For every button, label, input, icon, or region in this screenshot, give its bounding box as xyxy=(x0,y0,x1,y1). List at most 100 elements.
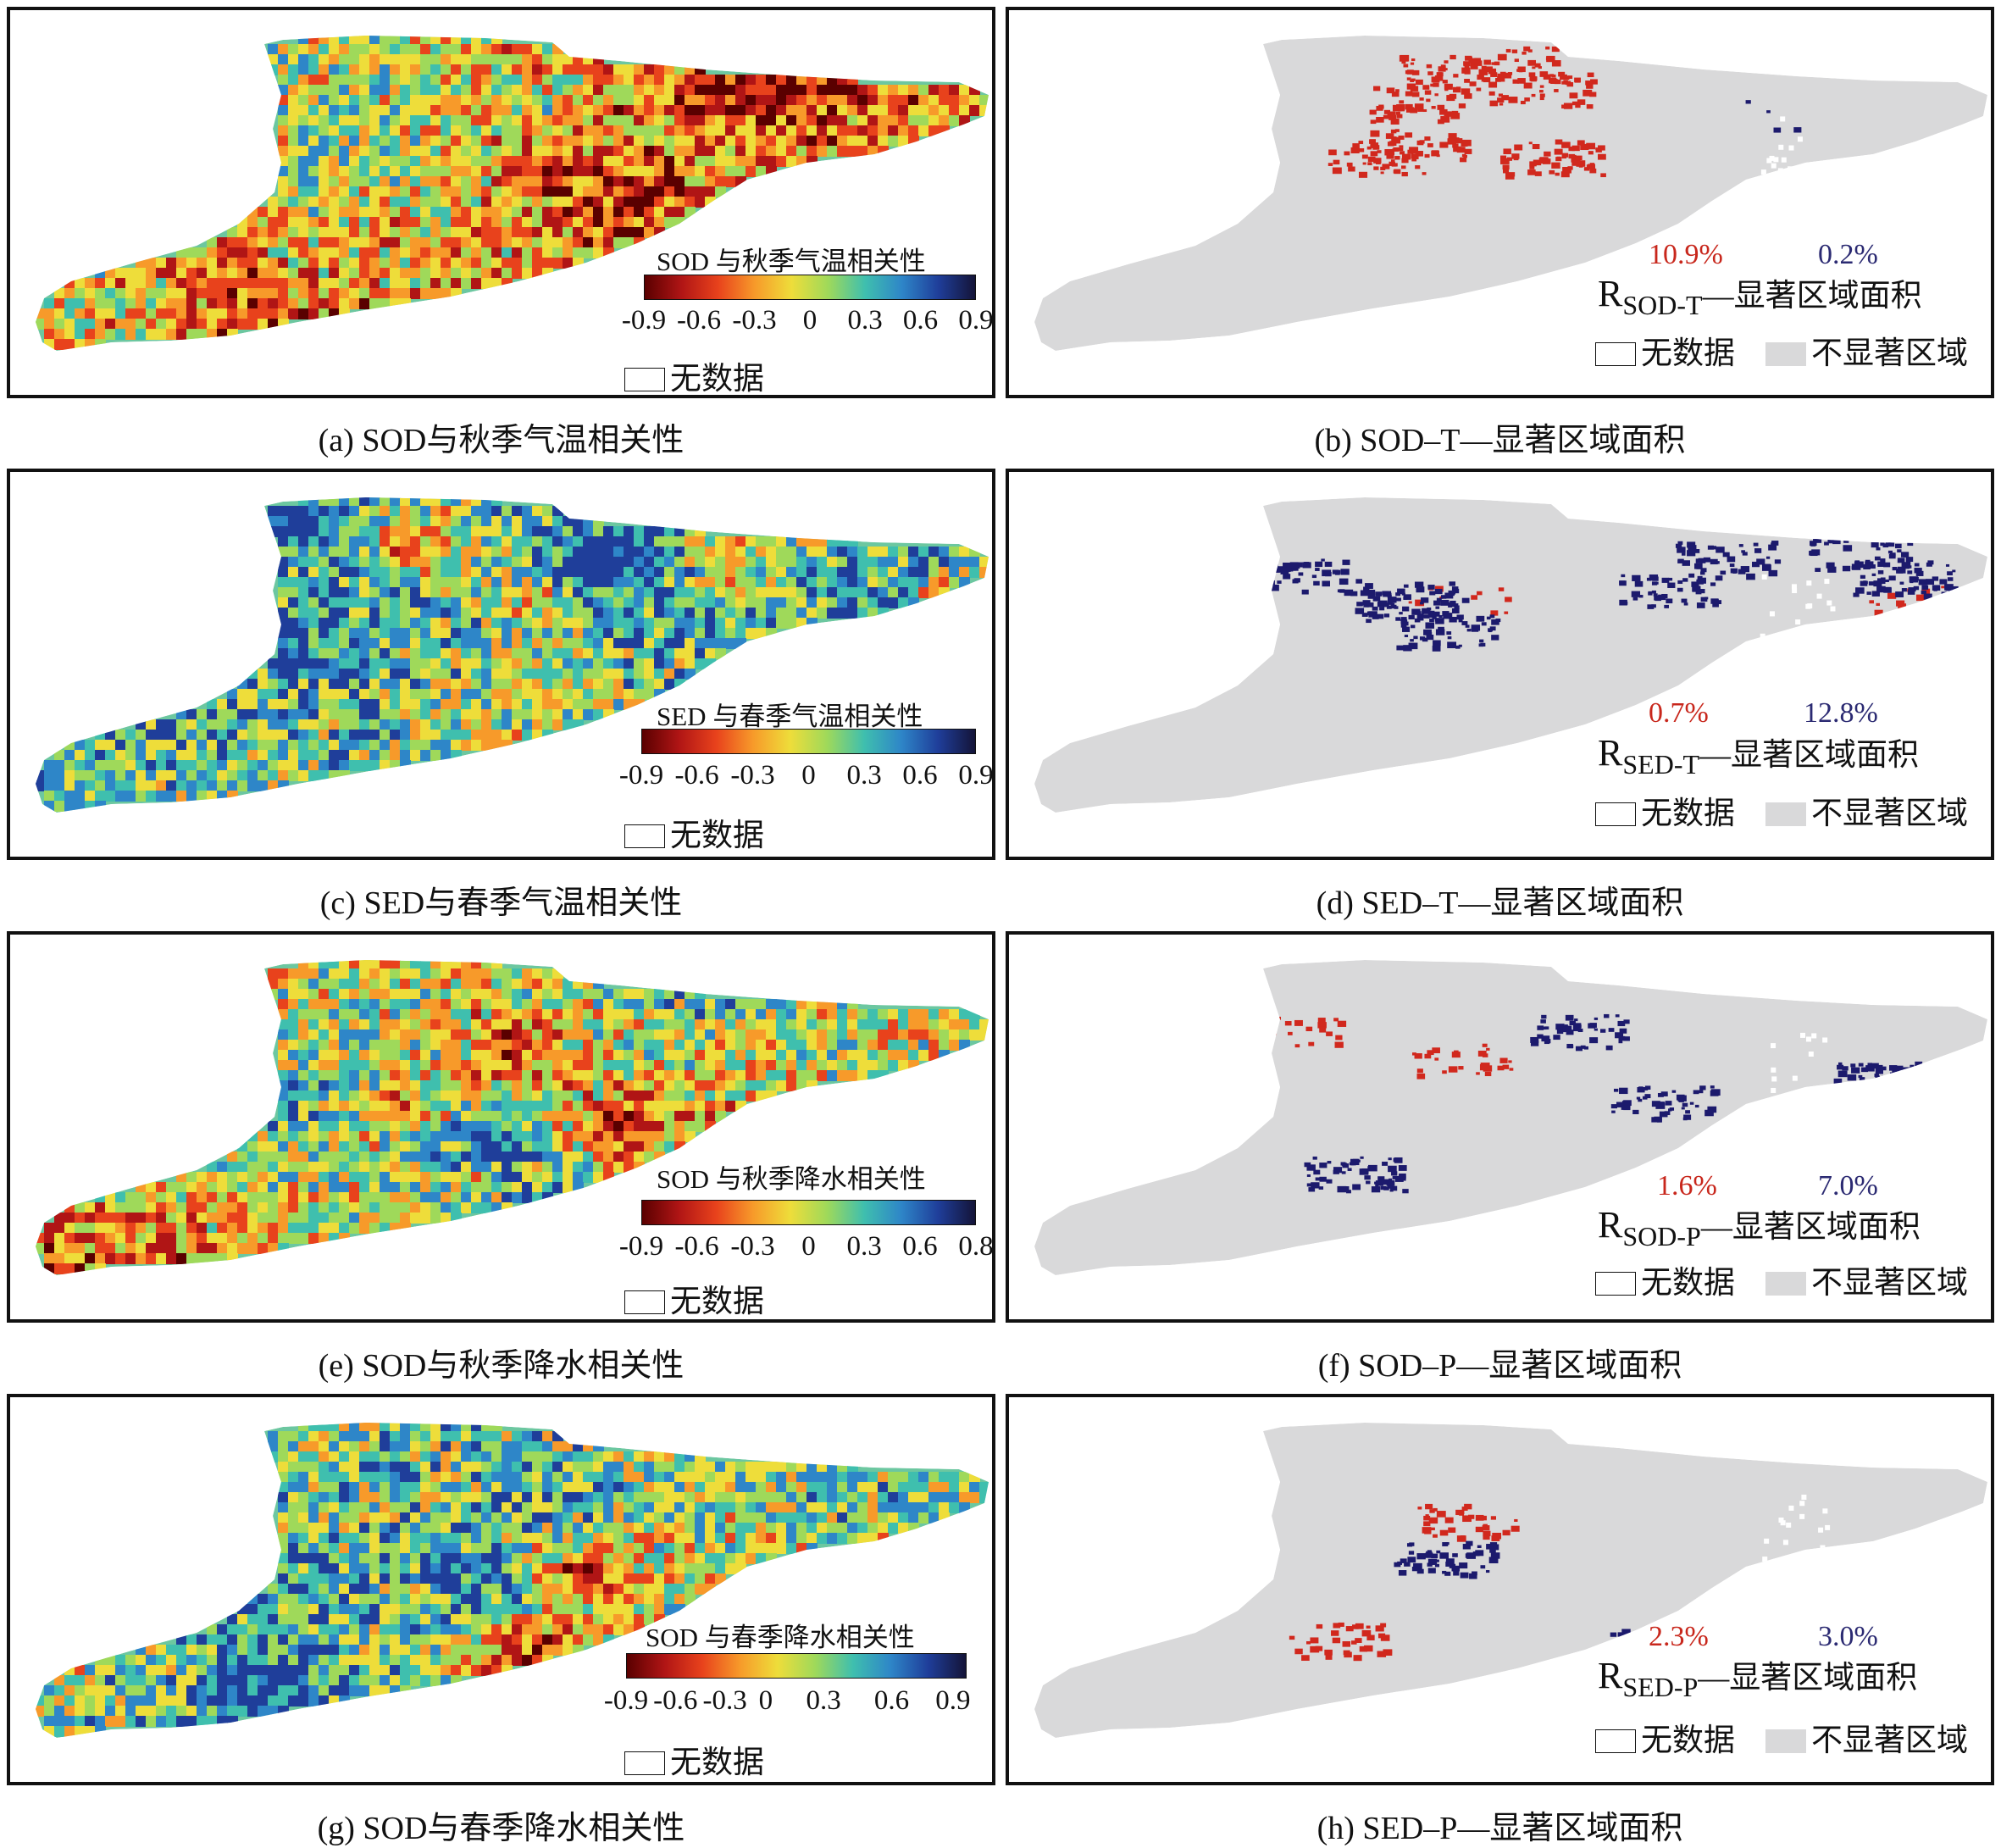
positive-significant-percent: 3.0% xyxy=(1818,1621,1878,1652)
correlation-map-a xyxy=(36,36,989,351)
tick-label: 0.9 xyxy=(958,760,994,791)
r-symbol: R xyxy=(1598,1655,1623,1696)
nonsignificant-swatch xyxy=(1765,1729,1806,1753)
nodata-label: 无数据 xyxy=(670,362,764,397)
r-subscript: SED-T xyxy=(1622,749,1700,780)
caption-a: (a) SOD与秋季气温相关性 xyxy=(318,423,685,458)
negative-significant-percent: 10.9% xyxy=(1649,239,1723,270)
nodata-legend: 无数据 xyxy=(624,352,764,397)
colorbar xyxy=(641,729,976,754)
tick-label: 0.3 xyxy=(806,1685,841,1716)
nodata-legend: 无数据 xyxy=(624,1275,764,1319)
significant-area-title: RSOD-P—显著区域面积 xyxy=(1598,1201,1921,1252)
colorbar xyxy=(626,1653,967,1679)
nodata-label: 无数据 xyxy=(1641,796,1735,831)
tick-label: 0.9 xyxy=(935,1685,971,1716)
nonsignificant-swatch xyxy=(1765,1272,1806,1296)
tick-label: 0.6 xyxy=(902,305,939,336)
tick-label: 0.6 xyxy=(902,760,938,791)
colorbar-ticks: -0.9 -0.6 -0.3 0 0.3 0.6 0.9 xyxy=(619,760,992,794)
area-title-text: —显著区域面积 xyxy=(1700,1210,1921,1245)
tick-label: 0.3 xyxy=(846,760,882,791)
colorbar-ticks: -0.9 -0.6 -0.3 0 0.3 0.6 0.8 xyxy=(619,1231,992,1265)
tick-label: 0.3 xyxy=(846,1231,882,1262)
tick-label: -0.9 xyxy=(621,305,667,336)
tick-label: -0.6 xyxy=(674,1231,719,1262)
r-symbol: R xyxy=(1598,732,1623,774)
r-subscript: SOD-P xyxy=(1622,1221,1701,1251)
tick-label: -0.3 xyxy=(730,760,775,791)
nodata-label: 无数据 xyxy=(670,819,764,853)
caption-b: (b) SOD–T—显著区域面积 xyxy=(1314,423,1686,458)
positive-significant-percent: 7.0% xyxy=(1818,1170,1878,1201)
r-symbol: R xyxy=(1598,1204,1623,1246)
nonsignificant-legend: 不显著区域 xyxy=(1765,1714,1968,1760)
significant-area-title: RSOD-T—显著区域面积 xyxy=(1598,269,1922,321)
significance-map-b xyxy=(1034,36,1987,351)
nodata-swatch xyxy=(624,368,665,391)
nonsignificant-label: 不显著区域 xyxy=(1811,1266,1968,1301)
nodata-label: 无数据 xyxy=(670,1285,764,1319)
r-subscript: SED-P xyxy=(1622,1672,1699,1702)
nodata-swatch xyxy=(1595,1272,1636,1296)
panel-b: 10.9% 0.2% RSOD-T—显著区域面积 无数据 不显著区域 xyxy=(1006,7,1994,398)
nodata-label: 无数据 xyxy=(1641,336,1735,371)
panel-h: 2.3% 3.0% RSED-P—显著区域面积 无数据 不显著区域 xyxy=(1006,1394,1994,1785)
area-title-text: —显著区域面积 xyxy=(1702,279,1922,314)
caption-d: (d) SED–T—显著区域面积 xyxy=(1316,885,1684,921)
tick-label: -0.9 xyxy=(618,1231,664,1262)
r-subscript: SOD-T xyxy=(1622,290,1703,320)
negative-significant-percent: 2.3% xyxy=(1649,1621,1709,1652)
panel-d: 0.7% 12.8% RSED-T—显著区域面积 无数据 不显著区域 xyxy=(1006,469,1994,860)
colorbar xyxy=(644,275,976,300)
tick-label: -0.6 xyxy=(653,1685,698,1716)
nodata-legend: 无数据 xyxy=(1595,1714,1735,1760)
tick-label: -0.3 xyxy=(730,1231,775,1262)
nonsignificant-swatch xyxy=(1765,802,1806,826)
caption-e: (e) SOD与秋季降水相关性 xyxy=(318,1348,685,1384)
caption-h: (h) SED–P—显著区域面积 xyxy=(1316,1811,1683,1846)
nodata-swatch xyxy=(1595,342,1636,366)
area-title-text: —显著区域面积 xyxy=(1698,1661,1918,1695)
nodata-swatch xyxy=(1595,1729,1636,1753)
tick-label: 0 xyxy=(758,1685,773,1716)
nonsignificant-label: 不显著区域 xyxy=(1811,336,1968,371)
panel-a: SOD 与秋季气温相关性 -0.9 -0.6 -0.3 0 0.3 0.6 0.… xyxy=(7,7,995,398)
r-symbol: R xyxy=(1598,273,1623,314)
nodata-swatch xyxy=(624,1751,665,1775)
nodata-legend: 无数据 xyxy=(1595,327,1735,373)
nodata-label: 无数据 xyxy=(670,1745,764,1780)
nodata-legend: 无数据 xyxy=(1595,1257,1735,1302)
significance-map-f xyxy=(1034,960,1987,1275)
colorbar-ticks: -0.9 -0.6 -0.3 0 0.3 0.6 0.9 xyxy=(622,305,992,339)
correlation-map-e xyxy=(36,960,989,1275)
nonsignificant-legend: 不显著区域 xyxy=(1765,787,1968,833)
positive-significant-percent: 12.8% xyxy=(1804,697,1878,729)
positive-significant-percent: 0.2% xyxy=(1818,239,1878,270)
significant-area-title: RSED-T—显著区域面积 xyxy=(1598,729,1919,780)
nonsignificant-legend: 不显著区域 xyxy=(1765,1257,1968,1302)
legend-title: SED 与春季气温相关性 xyxy=(657,702,923,731)
panel-c: SED 与春季气温相关性 -0.9 -0.6 -0.3 0 0.3 0.6 0.… xyxy=(7,469,995,860)
tick-label: 0 xyxy=(802,305,818,336)
caption-c: (c) SED与春季气温相关性 xyxy=(319,885,683,921)
tick-label: 0.9 xyxy=(958,305,994,336)
legend-title: SOD 与春季降水相关性 xyxy=(646,1623,915,1652)
colorbar-ticks: -0.9 -0.6 -0.3 0 0.3 0.6 0.9 xyxy=(604,1685,971,1719)
nodata-swatch xyxy=(1595,802,1636,826)
significance-map-d xyxy=(1034,497,1987,813)
tick-label: -0.6 xyxy=(676,305,722,336)
tick-label: -0.3 xyxy=(702,1685,747,1716)
tick-label: 0 xyxy=(801,1231,816,1262)
nodata-legend: 无数据 xyxy=(624,809,764,855)
tick-label: -0.6 xyxy=(674,760,719,791)
legend-title: SOD 与秋季气温相关性 xyxy=(657,247,926,276)
tick-label: 0.8 xyxy=(958,1231,994,1262)
nodata-swatch xyxy=(624,1290,665,1314)
area-title-text: —显著区域面积 xyxy=(1699,738,1920,773)
tick-label: -0.9 xyxy=(603,1685,649,1716)
caption-g: (g) SOD与春季降水相关性 xyxy=(317,1811,685,1846)
correlation-map-c xyxy=(36,497,989,813)
tick-label: 0.6 xyxy=(873,1685,910,1716)
tick-label: 0 xyxy=(801,760,816,791)
